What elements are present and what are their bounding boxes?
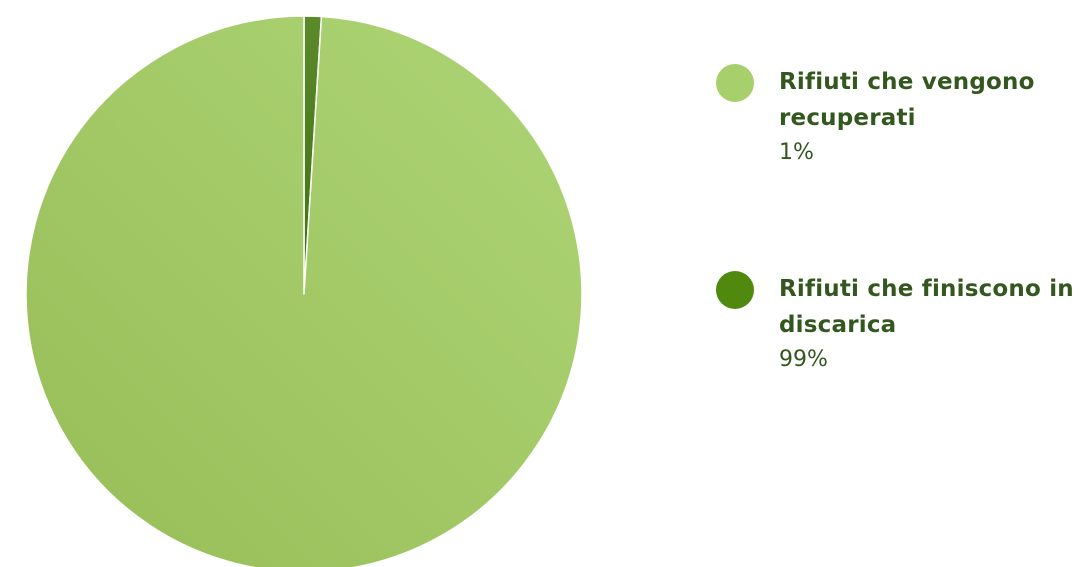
- legend-swatch-discarica: [716, 271, 754, 309]
- legend-value-recuperati: 1%: [779, 140, 814, 165]
- legend-label-discarica: Rifiuti che finiscono in discarica: [779, 276, 1074, 338]
- pie-slices: [25, 15, 583, 567]
- legend: Rifiuti che vengono recuperati 1% Rifiut…: [716, 64, 1088, 471]
- legend-item-discarica: Rifiuti che finiscono in discarica 99%: [716, 271, 1088, 471]
- legend-value-discarica: 99%: [779, 347, 828, 372]
- legend-text-recuperati: Rifiuti che vengono recuperati 1%: [779, 64, 1088, 171]
- legend-text-discarica: Rifiuti che finiscono in discarica 99%: [779, 271, 1088, 378]
- legend-label-recuperati: Rifiuti che vengono recuperati: [779, 69, 1035, 131]
- pie-slice-discarica: [25, 15, 583, 567]
- legend-swatch-recuperati: [716, 64, 754, 102]
- pie-chart-plot: [25, 15, 583, 567]
- legend-item-recuperati: Rifiuti che vengono recuperati 1%: [716, 64, 1088, 264]
